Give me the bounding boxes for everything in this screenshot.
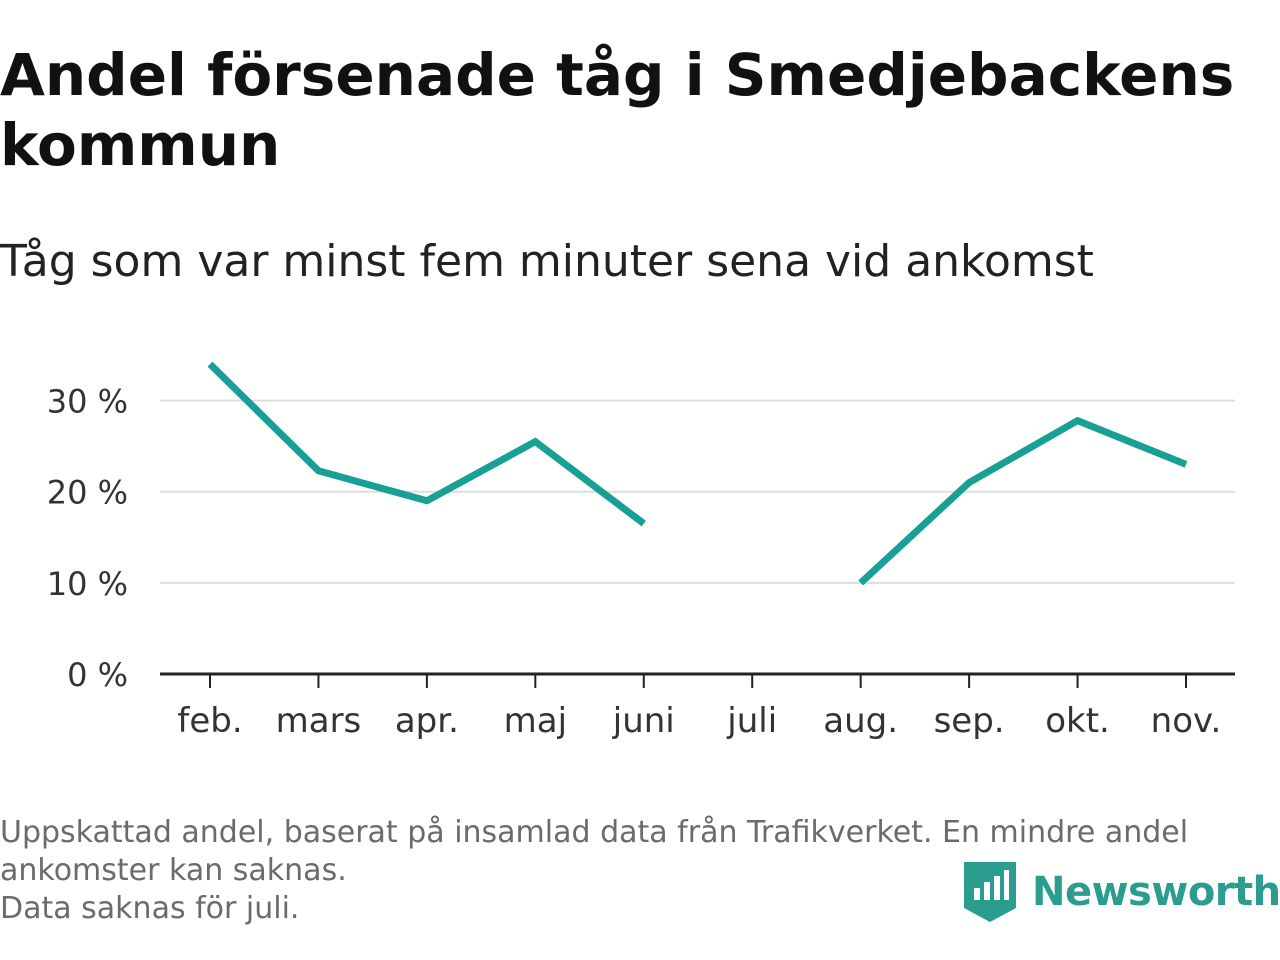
x-tick-label: feb. xyxy=(177,701,242,741)
y-tick-label: 10 % xyxy=(47,565,128,603)
y-tick-label: 20 % xyxy=(47,474,128,512)
y-tick-label: 30 % xyxy=(47,383,128,421)
x-tick-label: maj xyxy=(504,701,567,741)
footnote-missing-data: Data saknas för juli. xyxy=(0,891,300,926)
line-chart: 0 % 10 % 20 % 30 % feb. mars apr. maj juni juli a… xyxy=(47,361,1235,741)
y-tick-label: 0 % xyxy=(67,656,128,694)
newsworthy-logo: Newsworthy xyxy=(964,862,1280,922)
x-tick-label: juli xyxy=(726,701,777,741)
footnote-source: Uppskattad andel, baserat på insamlad da… xyxy=(0,815,1189,888)
x-tick-label: mars xyxy=(276,701,362,741)
brand-name: Newsworthy xyxy=(1032,869,1280,915)
series-line xyxy=(207,361,646,527)
x-tick-label: aug. xyxy=(823,701,898,741)
x-tick-label: apr. xyxy=(395,701,459,741)
x-tick-label: nov. xyxy=(1151,701,1222,741)
newsworthy-logo-icon xyxy=(964,862,1016,922)
footnote: Uppskattad andel, baserat på insamlad da… xyxy=(0,814,1270,928)
x-tick-label: okt. xyxy=(1045,701,1110,741)
x-tick-label: sep. xyxy=(934,701,1005,741)
chart-title: Andel försenade tåg i Smedjebackens komm… xyxy=(0,41,1235,179)
x-tick-label: juni xyxy=(612,701,675,741)
gridlines xyxy=(160,399,1235,584)
chart-subtitle: Tåg som var minst fem minuter sena vid a… xyxy=(0,236,1094,287)
y-axis-ticks: 0 % 10 % 20 % 30 % xyxy=(47,383,128,694)
series-line xyxy=(858,416,1188,586)
series-lines xyxy=(207,361,1188,586)
x-axis-ticks: feb. mars apr. maj juni juli aug. sep. okt. nov. xyxy=(177,674,1221,741)
